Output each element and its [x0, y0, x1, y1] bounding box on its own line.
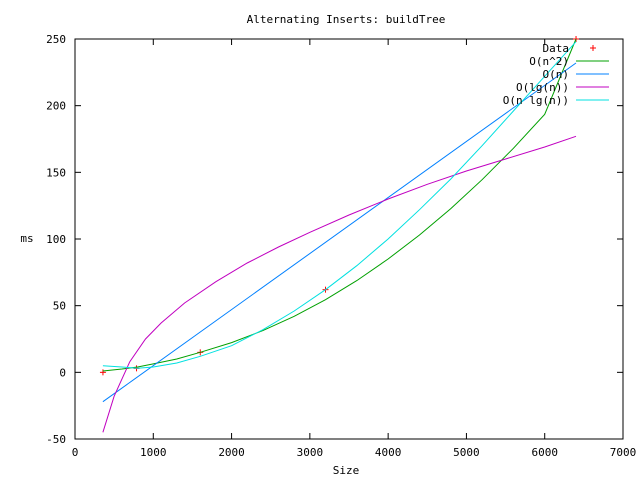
legend-label-o-n-2: O(n^2) — [529, 55, 569, 68]
chart-title: Alternating Inserts: buildTree — [247, 13, 446, 26]
legend-label-o-lg-n: O(lg(n)) — [516, 81, 569, 94]
legend-label-data: Data — [543, 42, 570, 55]
series-line-o-n-lg-n — [102, 41, 577, 369]
series-line-o-n-2 — [102, 38, 577, 372]
data-point-data — [99, 369, 106, 376]
data-point-data — [573, 36, 580, 42]
y-axis-label: ms — [20, 232, 33, 245]
x-tick-label: 2000 — [218, 446, 245, 459]
x-tick-label: 6000 — [531, 446, 558, 459]
y-tick-label: 200 — [46, 100, 66, 113]
axis-ticks: 0 1000 2000 3000 4000 5000 6000 7000 -50 0 50 100 15… — [46, 33, 636, 459]
x-tick-label: 0 — [72, 446, 79, 459]
y-tick-label: 150 — [46, 166, 66, 179]
series-line-o-n — [102, 62, 577, 403]
y-tick-label: -50 — [46, 433, 66, 446]
series-layer — [99, 36, 580, 433]
x-tick-label: 4000 — [375, 446, 402, 459]
x-axis-label: Size — [333, 464, 360, 477]
legend-label-o-n: O(n) — [543, 68, 570, 81]
y-tick-label: 250 — [46, 33, 66, 46]
y-tick-label: 0 — [59, 366, 66, 379]
x-tick-label: 3000 — [297, 446, 324, 459]
series-line-o-lg-n — [102, 135, 577, 433]
y-tick-label: 50 — [53, 300, 66, 313]
legend-label-o-n-lg-n: O(n lg(n)) — [503, 94, 569, 107]
legend-marker-data — [590, 45, 596, 51]
x-tick-label: 5000 — [453, 446, 480, 459]
y-tick-label: 100 — [46, 233, 66, 246]
x-tick-label: 1000 — [140, 446, 167, 459]
x-tick-label: 7000 — [610, 446, 637, 459]
